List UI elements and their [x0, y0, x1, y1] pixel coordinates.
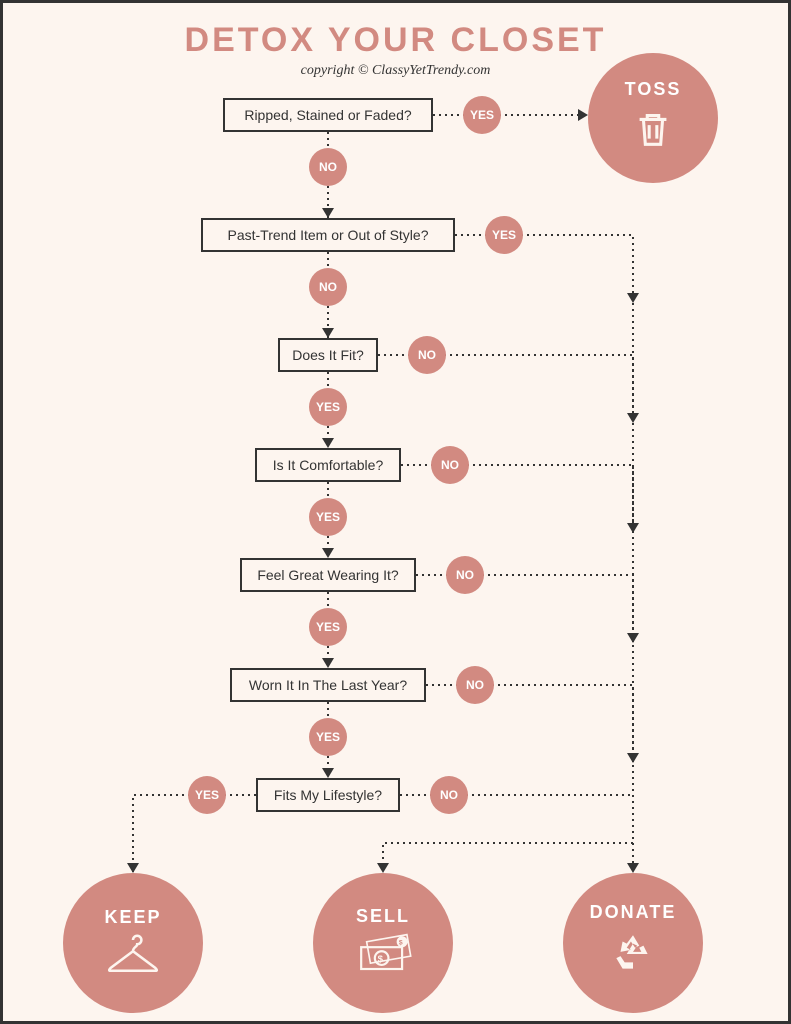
hanger-icon — [105, 934, 161, 974]
question-box: Does It Fit? — [278, 338, 378, 372]
arrowhead — [322, 438, 334, 448]
answer-badge: YES — [309, 718, 347, 756]
arrowhead — [377, 863, 389, 873]
arrowhead — [322, 208, 334, 218]
question-label: Feel Great Wearing It? — [257, 567, 398, 583]
edge — [383, 843, 633, 873]
arrowhead — [578, 109, 588, 121]
edge — [455, 235, 633, 303]
answer-badge: YES — [309, 608, 347, 646]
arrowhead — [627, 863, 639, 873]
answer-badge: NO — [309, 268, 347, 306]
money-icon: $ $ — [353, 933, 413, 975]
outcome-donate: DONATE — [563, 873, 703, 1013]
answer-badge: YES — [188, 776, 226, 814]
answer-badge: YES — [485, 216, 523, 254]
answer-badge: NO — [408, 336, 446, 374]
answer-badge: YES — [463, 96, 501, 134]
recycle-icon — [608, 929, 658, 979]
svg-text:$: $ — [399, 939, 406, 946]
outcome-label: KEEP — [104, 907, 161, 928]
page-title: DETOX YOUR CLOSET — [3, 21, 788, 60]
question-box: Ripped, Stained or Faded? — [223, 98, 433, 132]
question-label: Is It Comfortable? — [273, 457, 384, 473]
outcome-label: DONATE — [590, 902, 677, 923]
question-label: Worn It In The Last Year? — [249, 677, 407, 693]
answer-badge: NO — [456, 666, 494, 704]
arrowhead — [627, 753, 639, 763]
arrowhead — [627, 413, 639, 423]
arrowhead — [322, 328, 334, 338]
copyright-label: copyright © ClassyYetTrendy.com — [301, 63, 491, 78]
arrowhead — [322, 658, 334, 668]
question-box: Fits My Lifestyle? — [256, 778, 400, 812]
outcome-toss: TOSS — [588, 53, 718, 183]
answer-badge: NO — [309, 148, 347, 186]
question-box: Feel Great Wearing It? — [240, 558, 416, 592]
answer-badge: YES — [309, 498, 347, 536]
question-label: Ripped, Stained or Faded? — [244, 107, 411, 123]
outcome-keep: KEEP — [63, 873, 203, 1013]
arrowhead — [322, 768, 334, 778]
svg-text:$: $ — [378, 954, 386, 965]
trash-icon — [630, 106, 676, 152]
flowchart-frame: DETOX YOUR CLOSET copyright © ClassyYetT… — [0, 0, 791, 1024]
title-text: DETOX YOUR CLOSET — [185, 21, 607, 59]
question-box: Past-Trend Item or Out of Style? — [201, 218, 455, 252]
arrowhead — [627, 633, 639, 643]
answer-badge: NO — [446, 556, 484, 594]
question-box: Worn It In The Last Year? — [230, 668, 426, 702]
question-label: Does It Fit? — [292, 347, 364, 363]
answer-badge: NO — [431, 446, 469, 484]
edge — [426, 685, 633, 763]
outcome-label: SELL — [356, 906, 410, 927]
question-label: Past-Trend Item or Out of Style? — [227, 227, 428, 243]
arrowhead — [627, 523, 639, 533]
question-box: Is It Comfortable? — [255, 448, 401, 482]
answer-badge: NO — [430, 776, 468, 814]
hanger-icon-wrap — [105, 934, 161, 979]
question-label: Fits My Lifestyle? — [274, 787, 382, 803]
money-icon-wrap: $ $ — [353, 933, 413, 980]
outcome-sell: SELL $ $ — [313, 873, 453, 1013]
arrowhead — [322, 548, 334, 558]
trash-icon-wrap — [630, 106, 676, 157]
outcome-label: TOSS — [625, 79, 682, 100]
answer-badge: YES — [309, 388, 347, 426]
recycle-icon-wrap — [608, 929, 658, 984]
arrowhead — [127, 863, 139, 873]
arrowhead — [627, 293, 639, 303]
